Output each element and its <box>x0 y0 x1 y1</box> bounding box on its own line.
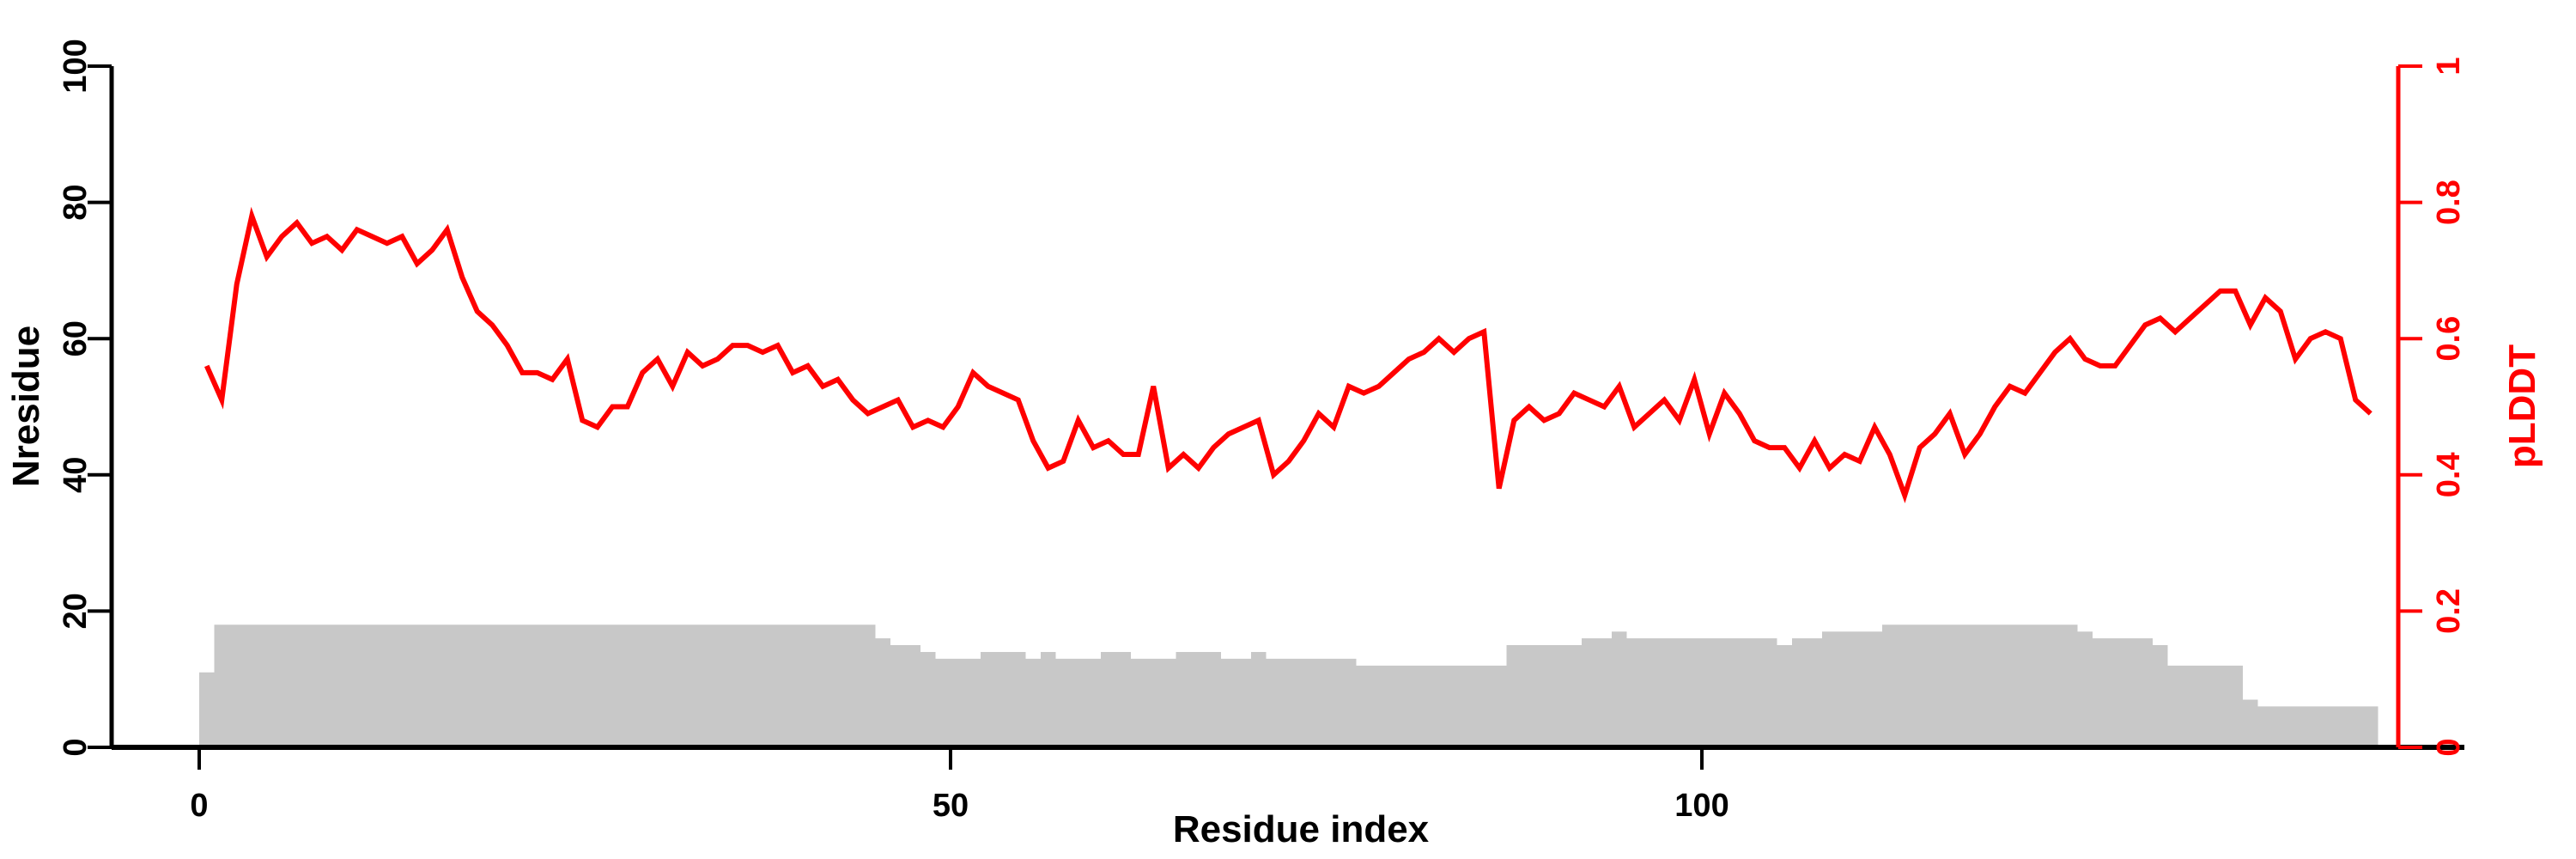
left-tick-label: 0 <box>58 738 94 756</box>
left-tick-label: 60 <box>58 320 94 356</box>
left-tick-label: 20 <box>58 593 94 629</box>
x-tick-label: 50 <box>933 788 969 824</box>
line-layer <box>204 206 2372 503</box>
x-axis-title: Residue index <box>1173 808 1430 850</box>
right-tick-label: 1 <box>2431 57 2467 75</box>
left-tick-label: 100 <box>58 39 94 93</box>
right-tick-label: 0.8 <box>2431 180 2467 225</box>
left-axis: 0 20 40 60 80 100 <box>58 39 114 757</box>
left-tick-label: 40 <box>58 457 94 493</box>
x-tick-label: 0 <box>190 788 208 824</box>
right-tick-label: 0.4 <box>2431 452 2467 497</box>
left-axis-title: Nresidue <box>5 326 47 487</box>
left-tick-label: 80 <box>58 184 94 220</box>
x-tick-label: 100 <box>1674 788 1728 824</box>
right-tick-label: 0.2 <box>2431 588 2467 634</box>
nresidue-bars <box>199 624 2379 747</box>
bottom-axis: 0 50 100 <box>112 745 2464 824</box>
bars-layer <box>199 624 2379 747</box>
right-axis-title: pLDDT <box>2501 344 2543 468</box>
plddt-line <box>204 206 2372 503</box>
right-tick-label: 0.6 <box>2431 316 2467 362</box>
right-tick-label: 0 <box>2431 738 2467 756</box>
right-axis: 0 0.2 0.4 0.6 0.8 1 <box>2396 57 2467 757</box>
